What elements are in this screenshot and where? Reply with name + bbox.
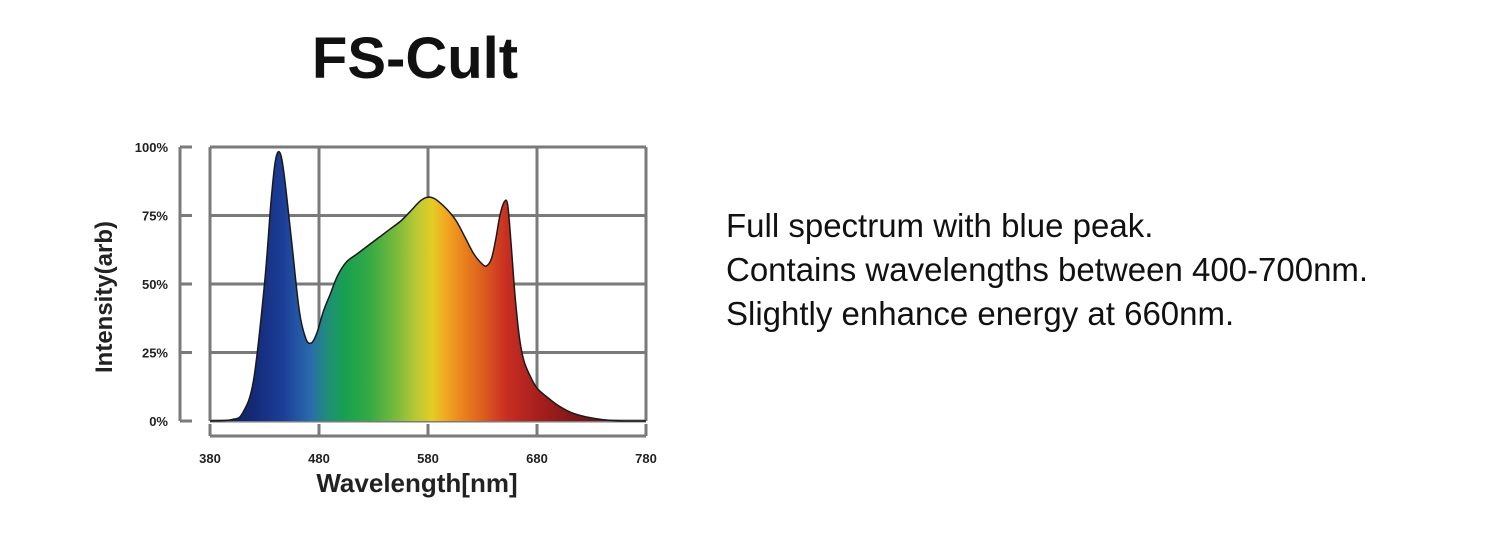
y-tick-labels: 0% 25% 50% 75% 100% xyxy=(135,140,169,429)
description-line: Full spectrum with blue peak. xyxy=(726,207,1154,244)
y-tick-label: 100% xyxy=(135,140,169,155)
spectrum-curve xyxy=(209,150,646,422)
y-tick-label: 0% xyxy=(149,414,168,429)
x-tick-label: 480 xyxy=(308,451,330,466)
x-tick-label: 780 xyxy=(635,451,657,466)
chart-axes xyxy=(178,145,648,438)
x-tick-labels: 380 480 580 680 780 xyxy=(199,451,657,466)
x-axis-label: Wavelength[nm] xyxy=(316,468,517,498)
description-line: Slightly enhance energy at 660nm. xyxy=(726,295,1235,332)
y-tick-label: 25% xyxy=(142,346,168,361)
spectrum-chart: 0% 25% 50% 75% 100% 380 480 580 680 780 Waveleng… xyxy=(91,140,657,498)
chart-title: FS-Cult xyxy=(311,26,519,91)
x-tick-label: 680 xyxy=(526,451,548,466)
x-tick-label: 380 xyxy=(199,451,221,466)
description: Full spectrum with blue peak. Contains w… xyxy=(726,204,1368,336)
description-line: Contains wavelengths between 400-700nm. xyxy=(726,251,1369,288)
y-tick-label: 50% xyxy=(142,277,168,292)
x-tick-label: 580 xyxy=(417,451,439,466)
y-tick-label: 75% xyxy=(142,209,168,224)
y-axis-label: Intensity(arb) xyxy=(91,221,118,373)
spectrum-area xyxy=(210,151,646,421)
